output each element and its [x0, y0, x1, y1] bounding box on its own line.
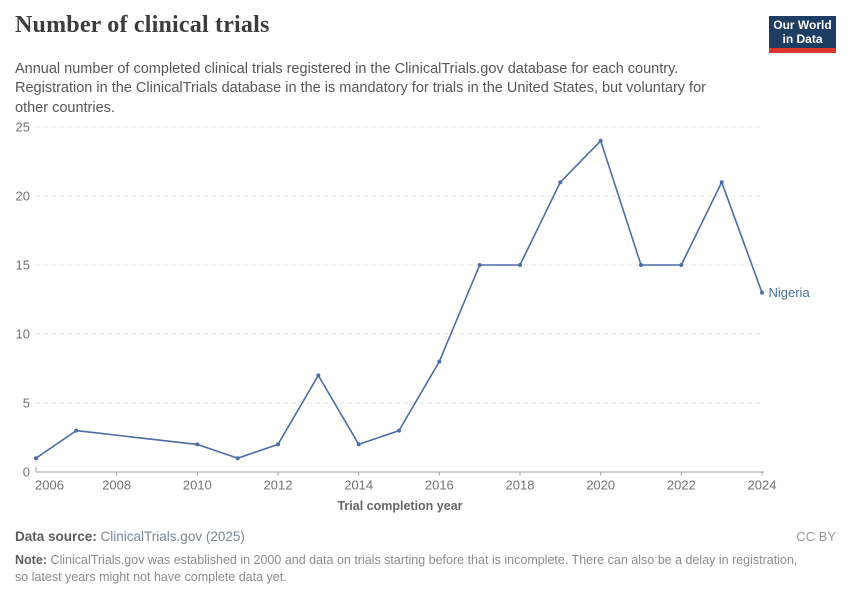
owid-logo: Our World in Data — [769, 16, 836, 53]
y-tick-label: 5 — [23, 396, 30, 411]
note-text-line1: ClinicalTrials.gov was established in 20… — [50, 553, 798, 567]
data-point — [558, 180, 563, 185]
data-point — [719, 180, 724, 185]
x-tick-label: 2012 — [264, 478, 293, 493]
data-point — [760, 290, 764, 295]
x-tick-label: 2014 — [344, 478, 373, 493]
chart-note: Note: ClinicalTrials.gov was established… — [15, 552, 830, 585]
data-point — [356, 442, 361, 447]
page-title: Number of clinical trials — [15, 12, 270, 38]
y-tick-label: 10 — [16, 327, 30, 342]
data-point — [397, 428, 401, 433]
data-source: Data source: ClinicalTrials.gov (2025) — [15, 529, 245, 544]
data-point — [518, 263, 522, 267]
owid-logo-text-line2: in Data — [782, 32, 823, 46]
y-tick-label: 20 — [16, 189, 30, 204]
y-tick-label: 25 — [16, 120, 30, 135]
data-point — [679, 263, 684, 267]
data-point — [639, 263, 643, 267]
data-point — [34, 456, 38, 461]
chart-footer: Data source: ClinicalTrials.gov (2025) C… — [15, 529, 836, 585]
note-label: Note: — [15, 553, 47, 567]
note-text-line2: so latest years might not have complete … — [15, 569, 287, 584]
data-point-markers — [34, 138, 764, 461]
data-point — [598, 138, 603, 143]
x-tick-label: 2022 — [667, 478, 696, 493]
x-axis — [35, 467, 764, 476]
chart-plot-area: 2006 2008 2010 2012 2014 2016 2018 2020 2022 2024… — [0, 115, 850, 515]
x-tick-label: 2010 — [183, 478, 212, 493]
owid-logo-red-stripe — [769, 48, 836, 53]
data-source-link[interactable]: ClinicalTrials.gov (2025) — [100, 529, 245, 544]
x-tick-labels: 2006 2008 2010 2012 2014 2016 2018 2020 2022 2024 — [35, 478, 776, 493]
data-point — [195, 442, 200, 447]
data-point — [74, 428, 79, 433]
data-point — [437, 359, 442, 364]
license-badge[interactable]: CC BY — [796, 529, 836, 544]
y-tick-labels: 0 5 10 15 20 25 — [16, 120, 30, 480]
data-point — [477, 263, 482, 267]
x-tick-label: 2018 — [506, 478, 535, 493]
y-gridlines — [36, 126, 763, 404]
x-tick-label: 2016 — [425, 478, 454, 493]
x-axis-title: Trial completion year — [337, 499, 462, 513]
subtitle-line: other countries. — [15, 99, 115, 116]
trend-line — [35, 139, 763, 460]
note-line: Note: ClinicalTrials.gov was established… — [15, 552, 830, 569]
subtitle-line: Registration in the ClinicalTrials datab… — [15, 80, 706, 97]
x-tick-label: 2006 — [35, 478, 64, 493]
trend-line-chart: 2006 2008 2010 2012 2014 2016 2018 2020 2022 2024… — [16, 120, 811, 514]
owid-logo-text-line1: Our World — [773, 18, 832, 32]
y-tick-label: 0 — [23, 465, 30, 480]
data-point — [235, 456, 240, 461]
data-point — [276, 442, 280, 447]
subtitle-line: Annual number of completed clinical tria… — [15, 61, 679, 77]
data-source-label: Data source: — [15, 529, 97, 544]
source-row: Data source: ClinicalTrials.gov (2025) C… — [15, 529, 836, 544]
chart-subtitle: Annual number of completed clinical tria… — [15, 60, 775, 118]
y-tick-label: 15 — [16, 258, 30, 273]
data-point — [316, 373, 321, 378]
series-label: Nigeria — [768, 285, 810, 300]
x-tick-label: 2020 — [586, 478, 615, 493]
x-tick-label: 2008 — [102, 478, 131, 493]
x-tick-label: 2024 — [748, 478, 777, 493]
